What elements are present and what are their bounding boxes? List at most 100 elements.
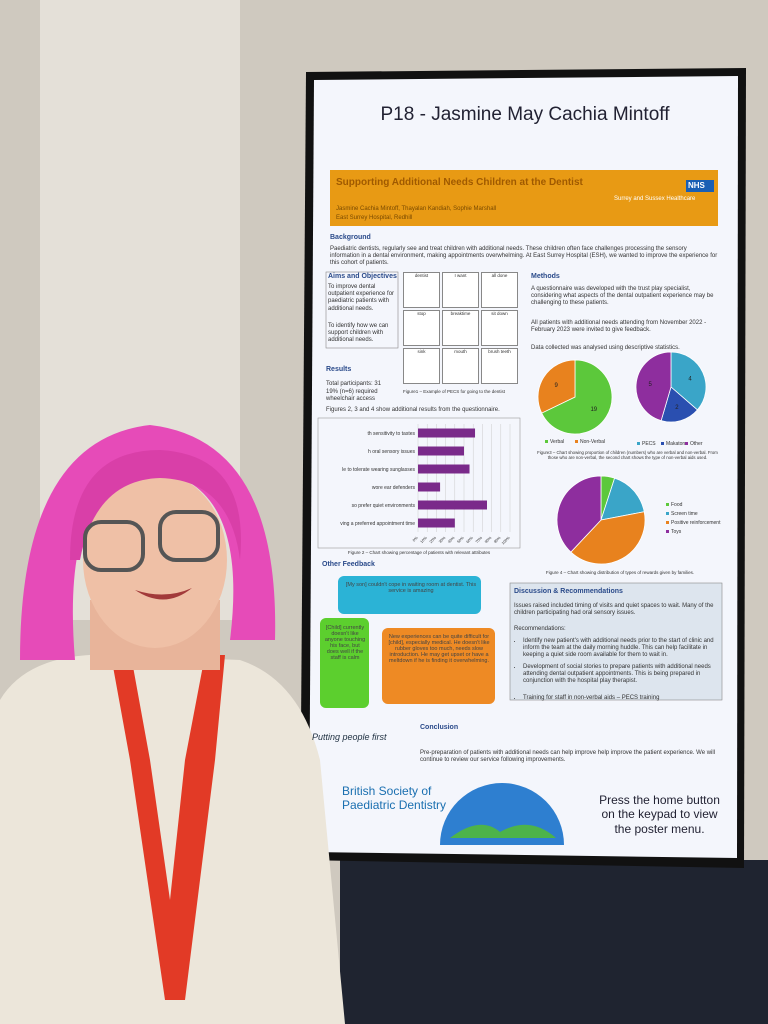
pecs-card: sink [403, 348, 440, 384]
paragraph: All patients with additional needs atten… [531, 320, 707, 334]
heading: Other Feedback [322, 561, 375, 568]
paragraph: Data collected was analysed using descri… [531, 345, 680, 351]
y-tick-label: le to tolerate wearing sunglasses [342, 467, 415, 473]
authors: Jasmine Cachia Mintoff, Thayalan Kandiah… [336, 206, 497, 212]
legend-label: Positive reinforcement [671, 520, 721, 526]
trust: Surrey and Sussex Healthcare [614, 196, 696, 202]
quote: [My son] couldn't cope in waiting room a… [345, 582, 477, 594]
x-tick-label: 100% [501, 535, 511, 545]
legend-swatch [666, 530, 669, 533]
banner-title: Supporting Additional Needs Children at … [336, 177, 583, 188]
paragraph: Total participants: 31 [326, 381, 382, 387]
x-tick-label: 0% [412, 535, 419, 542]
paragraph: To identify how we can support children … [328, 323, 389, 344]
pie-slice [660, 386, 699, 423]
bar [418, 500, 487, 510]
nhs: NHS [688, 181, 705, 190]
legend-swatch [545, 440, 548, 443]
pecs-card: sit down [481, 310, 518, 346]
aims-box [325, 271, 399, 349]
pecs-card: breaktime [442, 310, 479, 346]
glasses [158, 510, 220, 562]
quote: [Child] currently doesn't like anyone to… [324, 625, 366, 661]
y-tick-label: so prefer quiet environments [352, 503, 416, 509]
y-tick-label: ving a preferred appointment time [340, 521, 415, 527]
legend-label: Toys [671, 529, 682, 535]
x-tick-label: 30% [438, 535, 447, 544]
legend-label: Food [671, 502, 683, 508]
pecs-card: I want [442, 272, 479, 308]
quote: New experiences can be quite difficult f… [388, 634, 490, 664]
shirt [0, 654, 345, 1024]
slice-label: 2 [675, 405, 679, 411]
paragraph: Pre-preparation of patients with additio… [420, 750, 716, 764]
charts: 0% 10% 20% 30% 40% 50% 60% 70% 80% 90% 100% th sens… [340, 351, 721, 565]
nhs-logo [686, 180, 714, 192]
paragraph: To improve dental outpatient experience … [328, 284, 395, 312]
lanyard [110, 650, 225, 1000]
legend-swatch [666, 503, 669, 506]
legend-label: Non-Verbal [580, 439, 605, 445]
slice-label: 5 [649, 382, 653, 388]
pie-slice [635, 351, 672, 422]
pecs-card: stop [403, 310, 440, 346]
slice-label: 4 [688, 376, 692, 382]
bar [418, 446, 464, 456]
y-tick-label: th sensitivity to tastes [367, 431, 415, 437]
paragraph: Issues raised included timing of visits … [514, 603, 714, 617]
legend-label: Verbal [550, 439, 564, 445]
paragraph: 19% (n=6) required wheelchair access [326, 389, 378, 403]
paragraph: Paediatric dentists, regularly see and t… [330, 246, 718, 267]
slice-label: 9 [555, 383, 559, 389]
bubble [382, 628, 495, 704]
paragraph: A questionnaire was developed with the t… [531, 286, 714, 307]
discussion-box [509, 582, 723, 701]
slice-label: 19 [590, 407, 597, 413]
x-tick-label: 10% [420, 535, 429, 544]
bubble [338, 576, 481, 614]
bubble [320, 618, 369, 708]
legend-label: Screen time [671, 511, 698, 517]
pecs-card: all done [481, 272, 518, 308]
glasses [83, 520, 145, 572]
list-item: Development of social stories to prepare… [523, 664, 723, 686]
caption: Figure 2 – Chart showing percentage of p… [347, 550, 491, 555]
bar [418, 428, 476, 438]
caption: Figure3 – Chart showing proportion of ch… [537, 450, 718, 461]
x-tick-label: 40% [447, 535, 456, 544]
x-tick-label: 20% [429, 535, 438, 544]
list-item: Training for staff in non-verbal aids – … [523, 695, 723, 702]
land [450, 824, 556, 838]
list: Identify new patient's with additional n… [514, 638, 723, 702]
paragraph: Recommendations: [514, 626, 566, 632]
bar [418, 482, 441, 492]
logo-text: Putting people first [312, 732, 387, 742]
pecs-grid: dentist I want all done stop breaktime sit do… [403, 272, 521, 384]
pie-slice [556, 475, 602, 553]
legend-label: Other [690, 441, 703, 447]
heading: Conclusion [420, 724, 459, 731]
person [0, 425, 345, 1024]
bar [418, 464, 470, 474]
logo-text: British Society of Paediatric Dentistry [342, 784, 447, 813]
legend-swatch [666, 521, 669, 524]
heading: Aims and Objectives [328, 273, 397, 280]
legend-swatch [661, 442, 664, 445]
pecs-card: dentist [403, 272, 440, 308]
pie-slice [570, 511, 646, 565]
pecs-card: mouth [442, 348, 479, 384]
list-item: Identify new patient's with additional n… [523, 638, 723, 660]
heading: Discussion & Recommendations [514, 588, 623, 595]
pie-slice [537, 359, 576, 414]
bar-frame [317, 417, 521, 549]
pecs-card: brush teeth [481, 348, 518, 384]
heading: Background [330, 234, 371, 241]
pie-slice [541, 359, 613, 435]
stand [340, 860, 768, 1024]
legend-swatch [666, 512, 669, 515]
mouth [135, 588, 192, 600]
legend-swatch [575, 440, 578, 443]
instruction: Press the home button on the keypad to v… [599, 793, 720, 836]
